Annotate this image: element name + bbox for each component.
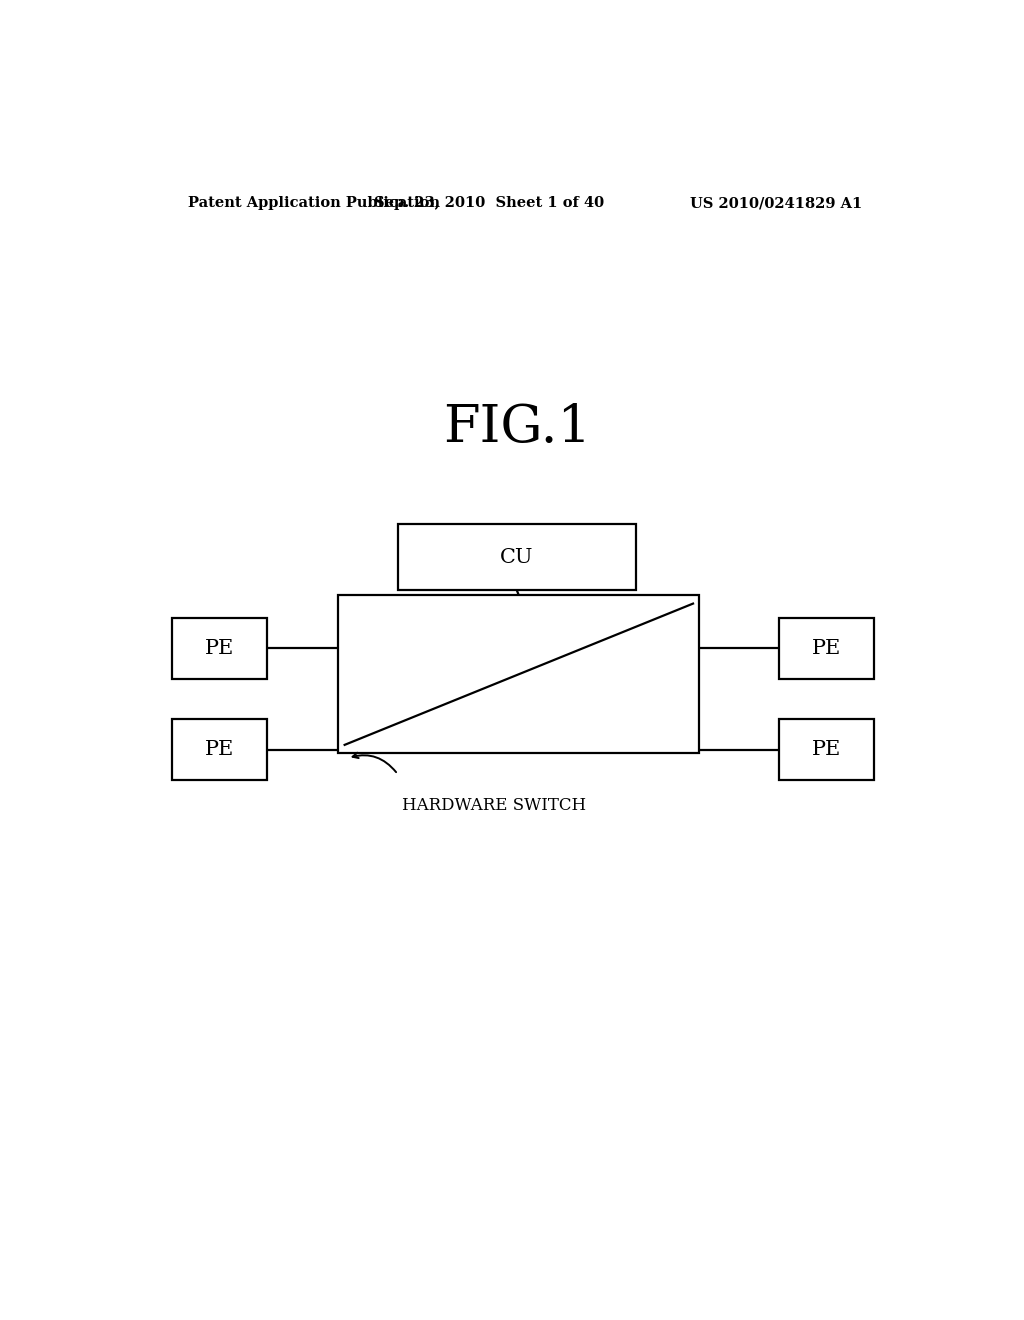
Bar (338, 595, 699, 752)
Text: PE: PE (812, 639, 841, 657)
Text: US 2010/0241829 A1: US 2010/0241829 A1 (690, 195, 862, 210)
Text: Sep. 23, 2010  Sheet 1 of 40: Sep. 23, 2010 Sheet 1 of 40 (374, 195, 604, 210)
Text: Patent Application Publication: Patent Application Publication (187, 195, 439, 210)
Text: PE: PE (205, 741, 233, 759)
Bar (778, 719, 873, 780)
Text: PE: PE (812, 741, 841, 759)
Text: CU: CU (500, 548, 534, 566)
Text: HARDWARE SWITCH: HARDWARE SWITCH (401, 797, 586, 813)
Bar (778, 618, 873, 678)
Bar (397, 524, 636, 590)
Text: FIG.1: FIG.1 (442, 403, 591, 453)
Bar (172, 719, 267, 780)
Bar (172, 618, 267, 678)
Text: PE: PE (205, 639, 233, 657)
